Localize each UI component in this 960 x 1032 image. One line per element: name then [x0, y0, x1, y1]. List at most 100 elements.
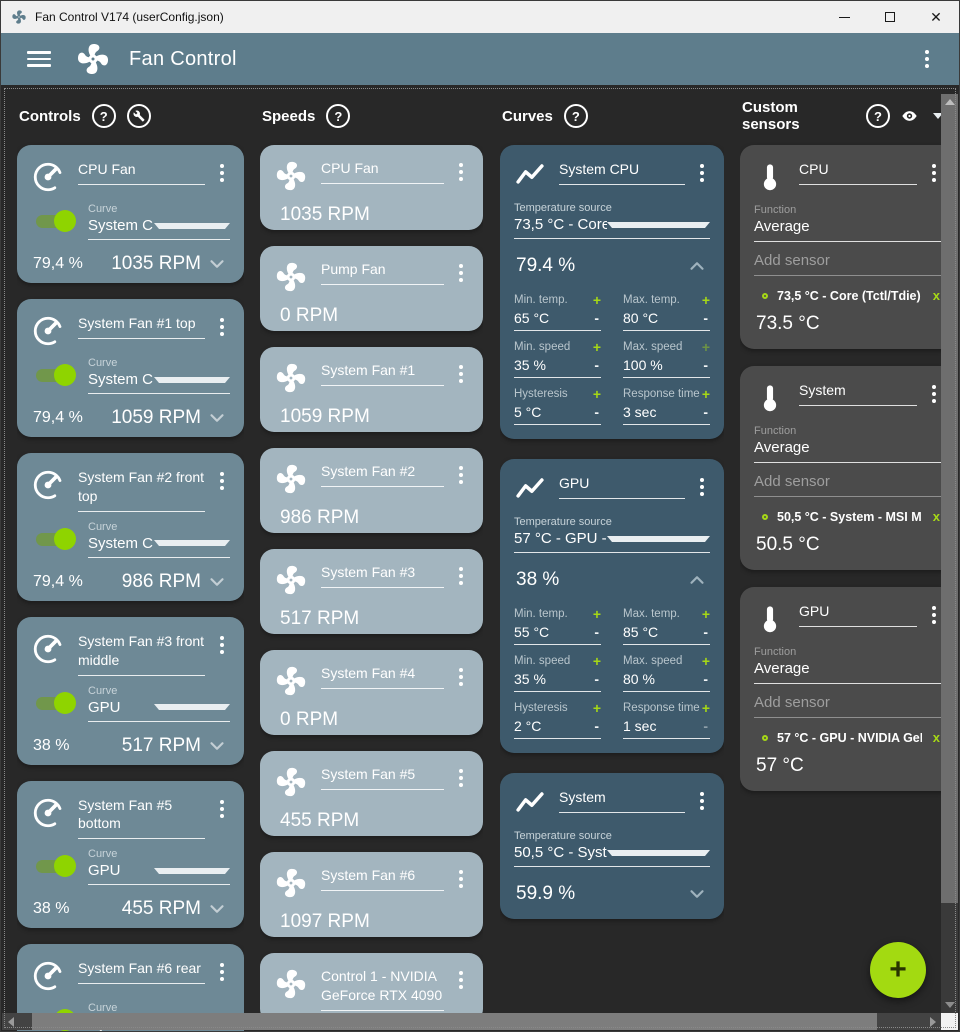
- increase-button[interactable]: +: [592, 339, 601, 355]
- maximize-button[interactable]: [867, 1, 913, 33]
- control-enabled-toggle[interactable]: [36, 855, 76, 878]
- temperature-source-select[interactable]: 73,5 °C - Core (Tctl/Tdie) - AMD R: [514, 214, 710, 239]
- sensor-name-field[interactable]: System: [799, 381, 917, 406]
- speed-menu[interactable]: [453, 767, 469, 789]
- add-button[interactable]: +: [870, 942, 926, 998]
- expand-icon[interactable]: [206, 407, 228, 429]
- decrease-button[interactable]: -: [594, 718, 599, 734]
- control-menu[interactable]: [214, 470, 230, 492]
- function-select[interactable]: Average: [754, 216, 942, 242]
- expand-icon[interactable]: [686, 883, 708, 905]
- control-name-field[interactable]: CPU Fan: [78, 160, 205, 185]
- sensor-menu[interactable]: [926, 604, 942, 626]
- speed-menu[interactable]: [453, 565, 469, 587]
- close-button[interactable]: ✕: [913, 1, 959, 33]
- curve-select[interactable]: System CPU: [88, 369, 230, 394]
- add-sensor-input[interactable]: Add sensor: [754, 242, 942, 276]
- expand-icon[interactable]: [206, 735, 228, 757]
- function-select[interactable]: Average: [754, 437, 942, 463]
- control-name-field[interactable]: System Fan #5 bottom: [78, 796, 205, 840]
- speed-menu[interactable]: [453, 161, 469, 183]
- control-menu[interactable]: [214, 798, 230, 820]
- control-name-field[interactable]: System Fan #2 front top: [78, 468, 205, 512]
- remove-sensor-icon[interactable]: x: [932, 288, 940, 303]
- curve-name-field[interactable]: System CPU: [559, 160, 685, 185]
- curve-select[interactable]: GPU: [88, 697, 230, 722]
- appbar-overflow-menu[interactable]: [919, 48, 935, 70]
- increase-button[interactable]: +: [592, 653, 601, 669]
- control-name-field[interactable]: System Fan #6 rear: [78, 959, 205, 985]
- control-enabled-toggle[interactable]: [36, 527, 76, 550]
- menu-button[interactable]: [27, 47, 51, 71]
- increase-button[interactable]: +: [701, 700, 710, 716]
- decrease-button[interactable]: -: [703, 671, 708, 687]
- curve-name-field[interactable]: GPU: [559, 474, 685, 499]
- curves-help-icon[interactable]: ?: [563, 104, 588, 128]
- control-menu[interactable]: [214, 316, 230, 338]
- increase-button[interactable]: +: [701, 339, 710, 355]
- control-enabled-toggle[interactable]: [36, 364, 76, 386]
- collapse-icon[interactable]: [686, 255, 708, 277]
- curve-select[interactable]: System CPU: [88, 533, 230, 558]
- scroll-up-button[interactable]: [941, 94, 958, 110]
- sensor-name-field[interactable]: GPU: [799, 602, 917, 627]
- increase-button[interactable]: +: [592, 606, 601, 622]
- eye-visibility-icon[interactable]: [897, 107, 922, 125]
- control-menu[interactable]: [214, 634, 230, 656]
- decrease-button[interactable]: -: [594, 310, 599, 326]
- minimize-button[interactable]: [821, 1, 867, 33]
- scroll-left-button[interactable]: [2, 1013, 19, 1030]
- control-menu[interactable]: [214, 961, 230, 983]
- curve-select[interactable]: GPU: [88, 860, 230, 886]
- add-sensor-input[interactable]: Add sensor: [754, 684, 942, 718]
- sensor-name-field[interactable]: CPU: [799, 160, 917, 185]
- increase-button[interactable]: +: [701, 653, 710, 669]
- curve-menu[interactable]: [694, 162, 710, 184]
- decrease-button[interactable]: -: [703, 404, 708, 420]
- speed-name-field[interactable]: Pump Fan: [321, 260, 444, 285]
- expand-icon[interactable]: [206, 253, 228, 275]
- decrease-button[interactable]: -: [703, 624, 708, 640]
- vertical-scrollbar-thumb[interactable]: [941, 94, 958, 903]
- curve-menu[interactable]: [694, 476, 710, 498]
- speed-name-field[interactable]: System Fan #3: [321, 563, 444, 588]
- decrease-button[interactable]: -: [594, 404, 599, 420]
- control-name-field[interactable]: System Fan #1 top: [78, 314, 205, 339]
- decrease-button[interactable]: -: [594, 624, 599, 640]
- horizontal-scrollbar[interactable]: [2, 1013, 941, 1030]
- control-menu[interactable]: [214, 162, 230, 184]
- sensor-menu[interactable]: [926, 162, 942, 184]
- increase-button[interactable]: +: [592, 700, 601, 716]
- temperature-source-select[interactable]: 57 °C - GPU - NVIDIA GeForce RTX: [514, 528, 710, 553]
- temperature-source-select[interactable]: 50,5 °C - System - MSI MAG B650: [514, 842, 710, 867]
- control-name-field[interactable]: System Fan #3 front middle: [78, 632, 205, 676]
- speed-menu[interactable]: [453, 666, 469, 688]
- increase-button[interactable]: +: [701, 386, 710, 402]
- vertical-scrollbar[interactable]: [941, 94, 958, 1013]
- curve-menu[interactable]: [694, 790, 710, 812]
- scroll-down-button[interactable]: [941, 997, 958, 1013]
- collapse-icon[interactable]: [686, 569, 708, 591]
- curve-name-field[interactable]: System: [559, 788, 685, 813]
- speed-name-field[interactable]: Control 1 - NVIDIA GeForce RTX 4090: [321, 967, 444, 1011]
- speeds-help-icon[interactable]: ?: [326, 104, 351, 128]
- speed-menu[interactable]: [453, 464, 469, 486]
- expand-icon[interactable]: [206, 898, 228, 920]
- expand-icon[interactable]: [206, 571, 228, 593]
- increase-button[interactable]: +: [592, 386, 601, 402]
- speed-name-field[interactable]: System Fan #2: [321, 462, 444, 487]
- curve-select[interactable]: System CPU: [88, 215, 230, 240]
- control-enabled-toggle[interactable]: [36, 210, 76, 232]
- controls-help-icon[interactable]: ?: [91, 104, 116, 128]
- decrease-button[interactable]: -: [594, 671, 599, 687]
- decrease-button[interactable]: -: [703, 357, 708, 373]
- scroll-right-button[interactable]: [924, 1013, 941, 1030]
- speed-menu[interactable]: [453, 868, 469, 890]
- add-sensor-input[interactable]: Add sensor: [754, 463, 942, 497]
- increase-button[interactable]: +: [592, 292, 601, 308]
- function-select[interactable]: Average: [754, 658, 942, 684]
- decrease-button[interactable]: -: [703, 718, 708, 734]
- speed-menu[interactable]: [453, 363, 469, 385]
- speed-menu[interactable]: [453, 262, 469, 284]
- speed-menu[interactable]: [453, 969, 469, 991]
